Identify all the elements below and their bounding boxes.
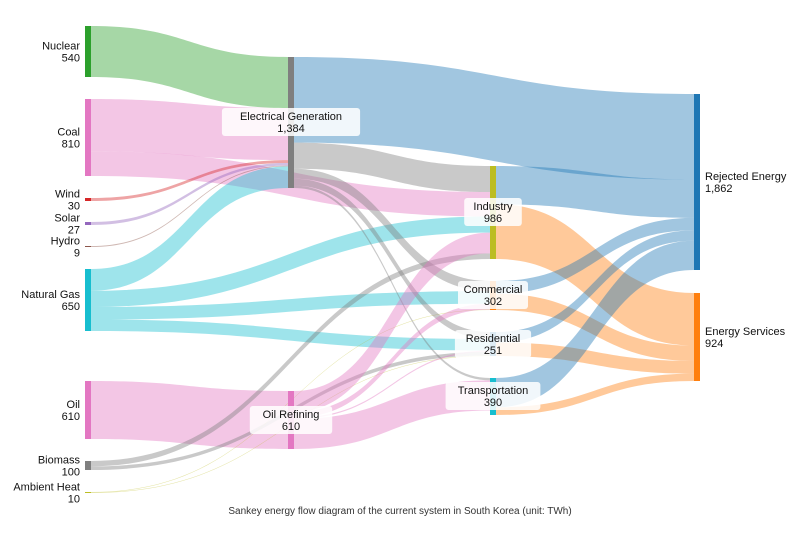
node-name-oil: Oil (67, 399, 80, 411)
node-value-electrical-generation: 1,384 (277, 123, 305, 135)
node-label-bg-industry (464, 198, 522, 226)
links-layer (91, 26, 694, 493)
node-name-solar: Solar (54, 213, 80, 225)
link-nuclear-to-electrical-generation (91, 26, 288, 109)
node-value-residential: 251 (484, 345, 502, 357)
node-name-wind: Wind (55, 189, 80, 201)
node-name-rejected-energy: Rejected Energy (705, 171, 787, 183)
link-commercial-to-energy-services (496, 293, 694, 361)
node-wind (85, 198, 91, 201)
link-electrical-generation-to-rejected-energy (294, 57, 694, 180)
node-rejected-energy (694, 94, 700, 270)
node-value-ambient-heat: 10 (68, 494, 80, 506)
link-natural-gas-to-commercial (91, 291, 490, 320)
node-value-industry: 986 (484, 213, 502, 225)
node-label-bg-electrical-generation (221, 108, 361, 136)
link-hydro-to-electrical-generation (91, 165, 288, 247)
node-name-commercial: Commercial (464, 284, 523, 296)
node-label-bg-commercial (458, 281, 528, 309)
link-electrical-generation-to-industry (294, 142, 490, 193)
node-name-transportation: Transportation (458, 385, 529, 397)
node-label-bg-transportation (445, 382, 541, 410)
node-solar (85, 222, 91, 225)
node-value-oil: 610 (62, 411, 80, 423)
node-name-hydro: Hydro (51, 236, 80, 248)
node-name-industry: Industry (473, 201, 513, 213)
link-wind-to-electrical-generation (91, 160, 288, 201)
link-electrical-generation-to-transportation (294, 185, 490, 381)
link-biomass-to-industry (91, 253, 490, 467)
node-natural-gas (85, 269, 91, 331)
link-oil-refining-to-transportation (294, 380, 490, 449)
link-transportation-to-rejected-energy (496, 240, 694, 408)
node-value-rejected-energy: 1,862 (705, 183, 733, 195)
node-energy-services (694, 293, 700, 381)
chart-caption: Sankey energy flow diagram of the curren… (228, 506, 572, 517)
node-name-coal: Coal (57, 127, 80, 139)
node-name-biomass: Biomass (38, 455, 81, 467)
link-oil-refining-to-industry (294, 232, 490, 412)
node-name-natural-gas: Natural Gas (21, 289, 80, 301)
node-oil (85, 381, 91, 439)
link-natural-gas-to-industry (91, 216, 490, 307)
node-name-residential: Residential (466, 333, 520, 345)
link-electrical-generation-to-commercial (294, 168, 490, 292)
node-value-biomass: 100 (62, 467, 80, 479)
link-oil-refining-to-commercial (294, 303, 490, 418)
link-natural-gas-to-electrical-generation (91, 166, 288, 291)
link-industry-to-energy-services (496, 204, 694, 346)
node-name-nuclear: Nuclear (42, 41, 80, 53)
node-value-coal: 810 (62, 139, 80, 151)
node-name-energy-services: Energy Services (705, 326, 786, 338)
link-industry-to-rejected-energy (496, 166, 694, 218)
node-label-bg-residential (454, 330, 532, 358)
node-value-wind: 30 (68, 201, 80, 213)
link-oil-refining-to-residential (294, 350, 490, 419)
node-coal (85, 99, 91, 176)
link-natural-gas-to-residential (91, 319, 490, 351)
link-residential-to-rejected-energy (496, 230, 694, 343)
node-label-bg-oil-refining (249, 406, 333, 434)
node-value-hydro: 9 (74, 248, 80, 260)
link-residential-to-energy-services (496, 342, 694, 374)
link-transportation-to-energy-services (496, 373, 694, 415)
node-value-nuclear: 540 (62, 53, 80, 65)
node-name-oil-refining: Oil Refining (263, 409, 320, 421)
node-value-transportation: 390 (484, 397, 502, 409)
link-electrical-generation-to-residential (294, 178, 490, 339)
node-biomass (85, 461, 91, 470)
node-name-ambient-heat: Ambient Heat (13, 482, 80, 494)
node-value-commercial: 302 (484, 296, 502, 308)
node-value-solar: 27 (68, 225, 80, 237)
node-ambient-heat (85, 492, 91, 493)
node-value-energy-services: 924 (705, 338, 723, 350)
node-hydro (85, 246, 91, 247)
node-value-oil-refining: 610 (282, 421, 300, 433)
link-commercial-to-rejected-energy (496, 217, 694, 294)
link-solar-to-electrical-generation (91, 163, 288, 225)
node-nuclear (85, 26, 91, 77)
link-oil-to-oil-refining (91, 381, 288, 449)
node-name-electrical-generation: Electrical Generation (240, 111, 342, 123)
node-value-natural-gas: 650 (62, 301, 80, 313)
